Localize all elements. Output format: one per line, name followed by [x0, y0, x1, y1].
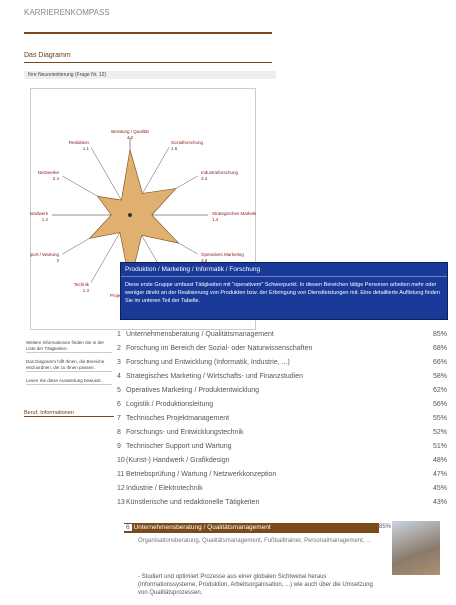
list-label: Forschung im Bereich der Sozial- oder Na… [126, 345, 312, 352]
popup-body: Diese erste Gruppe umfasst Tätigkeiten m… [121, 277, 447, 309]
detail-num: 6 [124, 524, 132, 531]
detail-title: Unternehmensberatung / Qualitätsmanageme… [133, 524, 270, 531]
axis-label: Strategisches Marketing [212, 211, 256, 216]
list-pct: 56% [433, 401, 447, 408]
page: KARRIERENKOMPASS Das Diagramm Ihre Neuor… [0, 0, 456, 605]
axis-label: Operatives Marketing [201, 252, 244, 257]
list-label: Technisches Projektmanagement [126, 415, 229, 422]
list-label: Forschung und Entwicklung (Informatik, I… [126, 359, 290, 366]
axis-value: 2.4 [53, 176, 60, 181]
list-pct: 52% [433, 429, 447, 436]
radar-center [128, 213, 132, 217]
popup-title: Produktion / Marketing / Informatik / Fo… [121, 263, 447, 277]
axis-value: 1.6 [171, 146, 178, 151]
detail-bullet: - Studiert und optimiert Prozesse aus ei… [138, 573, 378, 597]
list-num: 8 [117, 429, 125, 436]
list-num: 4 [117, 373, 125, 380]
list-label: Betriebsprüfung / Wartung / Netzwerkkonz… [126, 471, 276, 478]
header-rule [24, 32, 272, 34]
list-num: 13 [117, 499, 125, 506]
list-num: 10 [117, 457, 125, 464]
list-pct: 48% [433, 457, 447, 464]
list-label: Unternehmensberatung / Qualitätsmanageme… [126, 331, 274, 338]
axis-label: Support / Wartung [30, 252, 59, 257]
axis-label: Technik [74, 282, 90, 287]
list-pct: 51% [433, 443, 447, 450]
section-caption: Ihre Neuorientierung (Frage Nr. 12) [24, 71, 276, 79]
list-pct: 45% [433, 485, 447, 492]
list-pct: 58% [433, 373, 447, 380]
list-pct: 62% [433, 387, 447, 394]
list-pct: 55% [433, 415, 447, 422]
list-num: 1 [117, 331, 125, 338]
list-label: Technischer Support und Wartung [126, 443, 232, 450]
list-label: Forschungs- und Entwicklungstechnik [126, 429, 244, 436]
section-title: Das Diagramm [24, 52, 71, 59]
list-num: 2 [117, 345, 125, 352]
axis-label: Industrieforschung [201, 170, 239, 175]
list-label: Logistik / Produktionsleitung [126, 401, 213, 408]
note: Lesen Sie diese Auswertung bewusst. [26, 378, 112, 385]
list-pct: 68% [433, 345, 447, 352]
list-num: 9 [117, 443, 125, 450]
axis-label: Beratung / Qualität [111, 129, 149, 134]
list-label: Strategisches Marketing / Wirtschafts- u… [126, 373, 303, 380]
list-pct: 66% [433, 359, 447, 366]
list-label: Industrie / Elektrotechnik [126, 485, 203, 492]
list-row: 10(Kunst-) Handwerk / Grafikdesign 48% [117, 457, 447, 470]
note: Das Diagramm hilft Ihnen, die Bereiche e… [26, 359, 112, 372]
link: Beruf, Informationen [24, 410, 114, 417]
list-label: Künstlerische und redaktionelle Tätigkei… [126, 499, 259, 506]
popup: Produktion / Marketing / Informatik / Fo… [120, 262, 448, 320]
list-num: 5 [117, 387, 125, 394]
notes: Weitere Informationen finden Sie in der … [26, 340, 112, 391]
list-num: 6 [117, 401, 125, 408]
list-pct: 43% [433, 499, 447, 506]
axis-value: 1.2 [42, 217, 49, 222]
section-rule [24, 62, 272, 63]
list-num: 11 [117, 471, 125, 478]
list-label: Operatives Marketing / Produktentwicklun… [126, 387, 259, 394]
axis-label: Netzwerke [38, 170, 60, 175]
detail-header: 6 Unternehmensberatung / Qualitätsmanage… [124, 523, 379, 533]
axis-label: Redaktion [69, 140, 90, 145]
list-label: (Kunst-) Handwerk / Grafikdesign [126, 457, 229, 464]
axis-value: 1.4 [212, 217, 219, 222]
list-num: 12 [117, 485, 125, 492]
axis-value: 1.3 [83, 288, 90, 293]
detail-pct: 85% [379, 524, 391, 530]
axis-label: Sozialforschung [171, 140, 204, 145]
list-pct: 47% [433, 471, 447, 478]
axis-label: Handwerk [30, 211, 49, 216]
note: Weitere Informationen finden Sie in der … [26, 340, 112, 353]
detail-sub: Organisationsberatung, Qualitätsmanageme… [138, 537, 378, 545]
list-num: 7 [117, 415, 125, 422]
axis-value: 3.4 [201, 176, 208, 181]
axis-value: 4.2 [127, 135, 134, 140]
header-title: KARRIERENKOMPASS [24, 8, 110, 17]
list-num: 3 [117, 359, 125, 366]
axis-value: 1.1 [83, 146, 90, 151]
list-pct: 85% [433, 331, 447, 338]
detail-photo [392, 521, 440, 575]
